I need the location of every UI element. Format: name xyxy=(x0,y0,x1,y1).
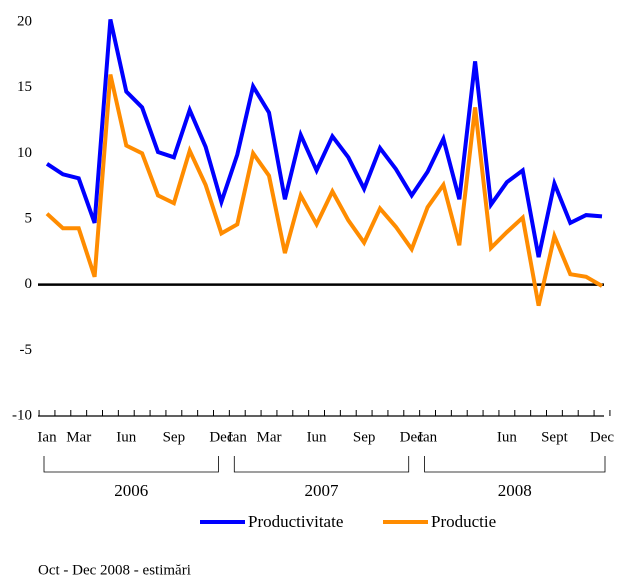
year-label: 2007 xyxy=(305,481,340,500)
year-bracket xyxy=(233,456,410,473)
x-tick-label: Ian xyxy=(228,429,248,445)
year-bracket xyxy=(43,456,219,473)
y-tick-label: -5 xyxy=(20,342,33,358)
x-tick-label: Sep xyxy=(163,429,186,445)
footnote: Oct - Dec 2008 - estimări xyxy=(38,562,191,578)
year-label: 2008 xyxy=(498,481,532,500)
x-tick-label: Iun xyxy=(307,429,327,445)
y-tick-label: 15 xyxy=(17,79,32,95)
year-label: 2006 xyxy=(114,481,148,500)
x-tick-label: Dec xyxy=(590,429,614,445)
y-tick-label: 5 xyxy=(25,210,33,226)
legend-label: Productie xyxy=(431,512,496,531)
x-tick-label: Sep xyxy=(353,429,376,445)
y-tick-label: 10 xyxy=(17,145,32,161)
year-bracket xyxy=(424,456,606,473)
y-tick-label: 0 xyxy=(25,276,33,292)
series-line xyxy=(45,18,603,258)
x-tick-label: Sept xyxy=(541,429,569,445)
x-tick-label: Dec xyxy=(400,429,424,445)
x-tick-label: Mar xyxy=(66,429,91,445)
y-tick-label: -10 xyxy=(12,407,32,423)
x-tick-label: Ian xyxy=(37,429,57,445)
y-tick-label: 20 xyxy=(17,13,32,29)
x-tick-label: Iun xyxy=(116,429,136,445)
x-tick-label: Iun xyxy=(497,429,517,445)
x-tick-label: Mar xyxy=(257,429,282,445)
series-line xyxy=(45,74,604,307)
x-tick-label: Ian xyxy=(418,429,438,445)
x-tick-label: Dec xyxy=(209,429,233,445)
legend-label: Productivitate xyxy=(248,512,343,531)
